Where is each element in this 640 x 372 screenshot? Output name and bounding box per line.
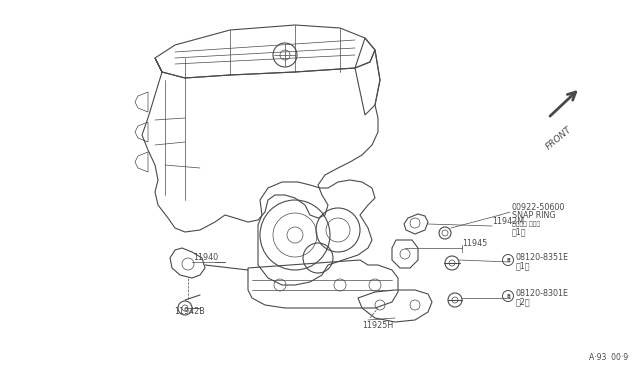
Text: 11942M: 11942M	[492, 218, 524, 227]
Text: FRONT: FRONT	[544, 125, 573, 152]
Text: 00922-50600: 00922-50600	[512, 203, 565, 212]
Text: SNAP RING: SNAP RING	[512, 212, 556, 221]
Text: （1）: （1）	[516, 262, 531, 270]
Text: 11940: 11940	[193, 253, 218, 263]
Text: 08120-8301E: 08120-8301E	[516, 289, 569, 298]
Text: B: B	[506, 257, 510, 263]
Text: 11945: 11945	[462, 238, 487, 247]
Text: A·93  00·9: A·93 00·9	[589, 353, 628, 362]
Text: （1）: （1）	[512, 228, 527, 237]
Text: 11925H: 11925H	[362, 321, 393, 330]
Text: 11942B: 11942B	[174, 308, 205, 317]
Text: スナップ リング: スナップ リング	[512, 221, 540, 227]
Text: （2）: （2）	[516, 298, 531, 307]
Text: B: B	[506, 294, 510, 298]
Text: 08120-8351E: 08120-8351E	[516, 253, 569, 263]
